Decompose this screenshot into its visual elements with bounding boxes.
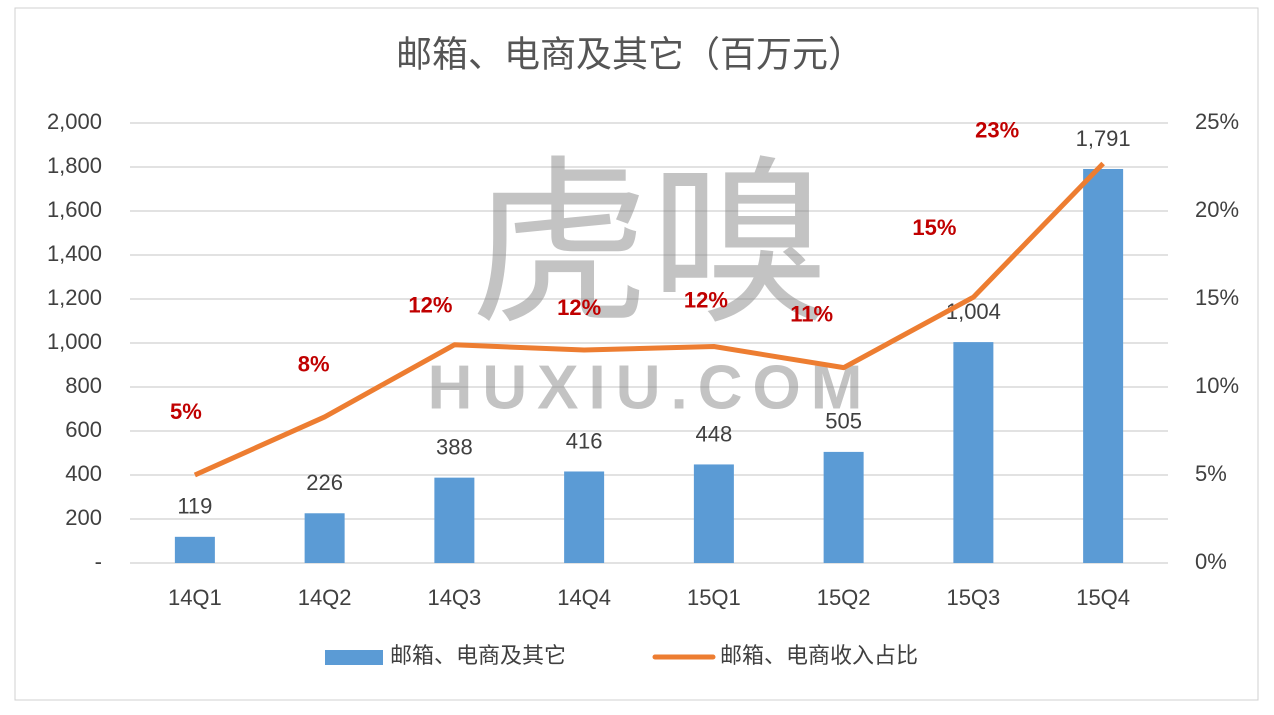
bar bbox=[434, 477, 475, 563]
bar bbox=[693, 464, 734, 563]
x-tick-label: 15Q2 bbox=[817, 585, 871, 610]
line-label: 23% bbox=[975, 117, 1019, 142]
y2-tick-label: 10% bbox=[1195, 373, 1239, 398]
y-tick-label: 400 bbox=[65, 461, 102, 486]
y2-tick-label: 15% bbox=[1195, 285, 1239, 310]
legend-label: 邮箱、电商及其它 bbox=[390, 643, 566, 668]
line-label: 5% bbox=[170, 399, 202, 424]
bar-label: 448 bbox=[696, 421, 733, 446]
y-tick-label: 1,400 bbox=[47, 241, 102, 266]
y2-tick-label: 25% bbox=[1195, 109, 1239, 134]
watermark: 虎嗅 HUXIU.COM bbox=[428, 141, 873, 423]
legend-swatch bbox=[325, 650, 383, 665]
bar bbox=[953, 342, 994, 563]
bar bbox=[1083, 168, 1124, 564]
x-tick-label: 14Q4 bbox=[557, 585, 611, 610]
y-tick-label: 800 bbox=[65, 373, 102, 398]
legend-label: 邮箱、电商收入占比 bbox=[720, 643, 918, 668]
watermark-logo: 虎嗅 bbox=[470, 141, 830, 350]
y-tick-label: 1,200 bbox=[47, 285, 102, 310]
y-tick-label: - bbox=[95, 549, 102, 574]
x-tick-label: 14Q2 bbox=[298, 585, 352, 610]
bar bbox=[823, 451, 864, 563]
line-label: 12% bbox=[684, 287, 728, 312]
x-tick-label: 14Q1 bbox=[168, 585, 222, 610]
y-tick-label: 2,000 bbox=[47, 109, 102, 134]
bar bbox=[564, 471, 605, 563]
watermark-text: HUXIU.COM bbox=[428, 353, 873, 422]
x-tick-label: 15Q1 bbox=[687, 585, 741, 610]
bar-label: 1,004 bbox=[946, 299, 1001, 324]
y2-tick-label: 5% bbox=[1195, 461, 1227, 486]
line-label: 15% bbox=[912, 215, 956, 240]
bar-label: 505 bbox=[825, 409, 862, 434]
line-label: 11% bbox=[790, 301, 833, 326]
line bbox=[193, 161, 1105, 478]
bar-label: 1,791 bbox=[1076, 126, 1131, 151]
bar-label: 388 bbox=[436, 434, 473, 459]
x-tick-label: 15Q3 bbox=[946, 585, 1000, 610]
y-tick-label: 200 bbox=[65, 505, 102, 530]
bar-label: 226 bbox=[306, 470, 343, 495]
y-tick-label: 1,600 bbox=[47, 197, 102, 222]
line-label: 12% bbox=[408, 293, 452, 318]
chart-title: 邮箱、电商及其它（百万元） bbox=[396, 34, 864, 75]
y-tick-label: 1,000 bbox=[47, 329, 102, 354]
grid bbox=[130, 122, 1168, 564]
line-label: 12% bbox=[557, 295, 601, 320]
x-tick-label: 14Q3 bbox=[427, 585, 481, 610]
bar bbox=[174, 536, 215, 563]
bar-label: 119 bbox=[177, 494, 212, 519]
x-tick-label: 15Q4 bbox=[1076, 585, 1130, 610]
bar bbox=[304, 513, 345, 563]
bar-label: 416 bbox=[566, 428, 603, 453]
line-label: 8% bbox=[298, 352, 330, 377]
y-tick-label: 1,800 bbox=[47, 153, 102, 178]
y2-tick-label: 0% bbox=[1195, 549, 1227, 574]
y2-tick-label: 20% bbox=[1195, 197, 1239, 222]
y-tick-label: 600 bbox=[65, 417, 102, 442]
